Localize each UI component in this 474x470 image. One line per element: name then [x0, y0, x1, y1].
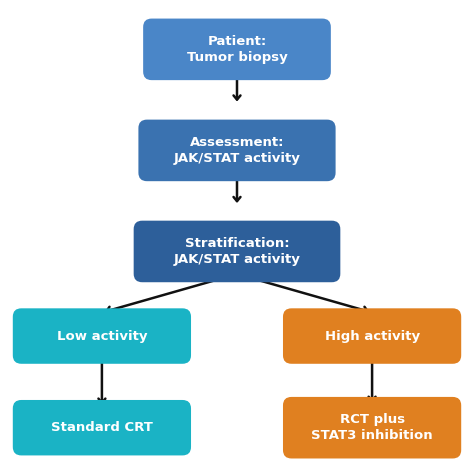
Text: Standard CRT: Standard CRT — [51, 421, 153, 434]
FancyBboxPatch shape — [134, 221, 340, 282]
FancyBboxPatch shape — [13, 308, 191, 364]
FancyBboxPatch shape — [283, 397, 461, 459]
Text: Patient:
Tumor biopsy: Patient: Tumor biopsy — [187, 35, 287, 64]
FancyBboxPatch shape — [138, 119, 336, 181]
FancyBboxPatch shape — [283, 308, 461, 364]
Text: RCT plus
STAT3 inhibition: RCT plus STAT3 inhibition — [311, 413, 433, 442]
Text: Stratification:
JAK/STAT activity: Stratification: JAK/STAT activity — [173, 237, 301, 266]
Text: Assessment:
JAK/STAT activity: Assessment: JAK/STAT activity — [173, 136, 301, 165]
FancyBboxPatch shape — [13, 400, 191, 455]
FancyBboxPatch shape — [143, 18, 331, 80]
Text: Low activity: Low activity — [57, 329, 147, 343]
Text: High activity: High activity — [325, 329, 419, 343]
